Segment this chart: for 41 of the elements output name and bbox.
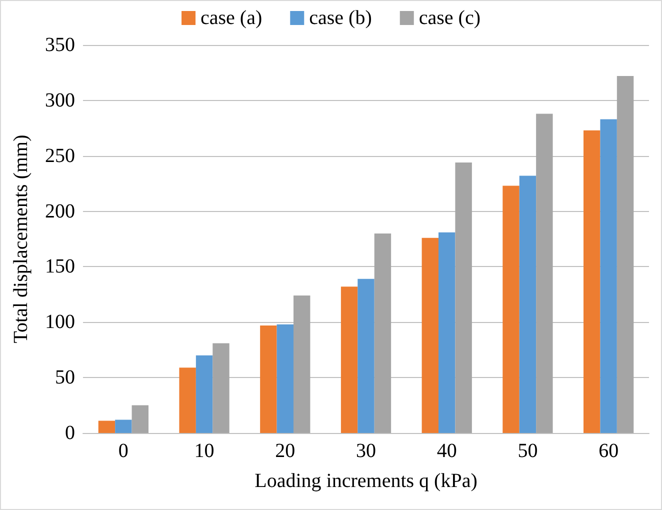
y-tick-label: 0 — [65, 422, 75, 444]
bar — [260, 325, 277, 433]
bar — [455, 162, 472, 433]
x-axis-title: Loading increments q (kPa) — [254, 470, 478, 492]
bar — [98, 420, 116, 433]
x-tick-label: 60 — [598, 440, 619, 462]
bar — [616, 76, 634, 433]
bar — [374, 233, 392, 433]
bar — [294, 296, 310, 433]
bar — [584, 130, 600, 433]
y-axis-title: Total displacements (mm) — [10, 134, 32, 344]
legend-label: case (c) — [418, 7, 480, 29]
bar — [115, 420, 132, 433]
bar — [196, 355, 213, 433]
bar — [519, 176, 536, 433]
bar — [438, 232, 456, 433]
bar — [132, 405, 148, 433]
y-tick-label: 250 — [45, 144, 75, 167]
bar — [502, 186, 520, 433]
legend-label: case (b) — [309, 7, 372, 29]
x-tick-label: 0 — [118, 440, 128, 462]
y-tick-label: 50 — [55, 366, 75, 389]
x-tick-label: 50 — [518, 440, 538, 462]
x-tick-label: 30 — [356, 440, 376, 462]
x-tick-label: 10 — [194, 440, 214, 462]
bar — [212, 343, 230, 433]
x-tick-label: 40 — [436, 440, 457, 462]
bar — [600, 119, 617, 433]
y-tick-label: 200 — [45, 200, 75, 222]
legend-label: case (a) — [200, 7, 262, 29]
y-tick-label: 350 — [45, 34, 75, 56]
bar — [179, 368, 196, 433]
y-tick-label: 150 — [45, 256, 75, 278]
bar — [358, 278, 374, 433]
bar — [276, 324, 294, 433]
bar — [536, 114, 553, 433]
x-tick-label: 20 — [275, 440, 296, 462]
y-tick-label: 300 — [45, 89, 75, 112]
bar — [422, 238, 438, 433]
bar — [340, 286, 358, 433]
y-tick-label: 100 — [45, 311, 75, 334]
